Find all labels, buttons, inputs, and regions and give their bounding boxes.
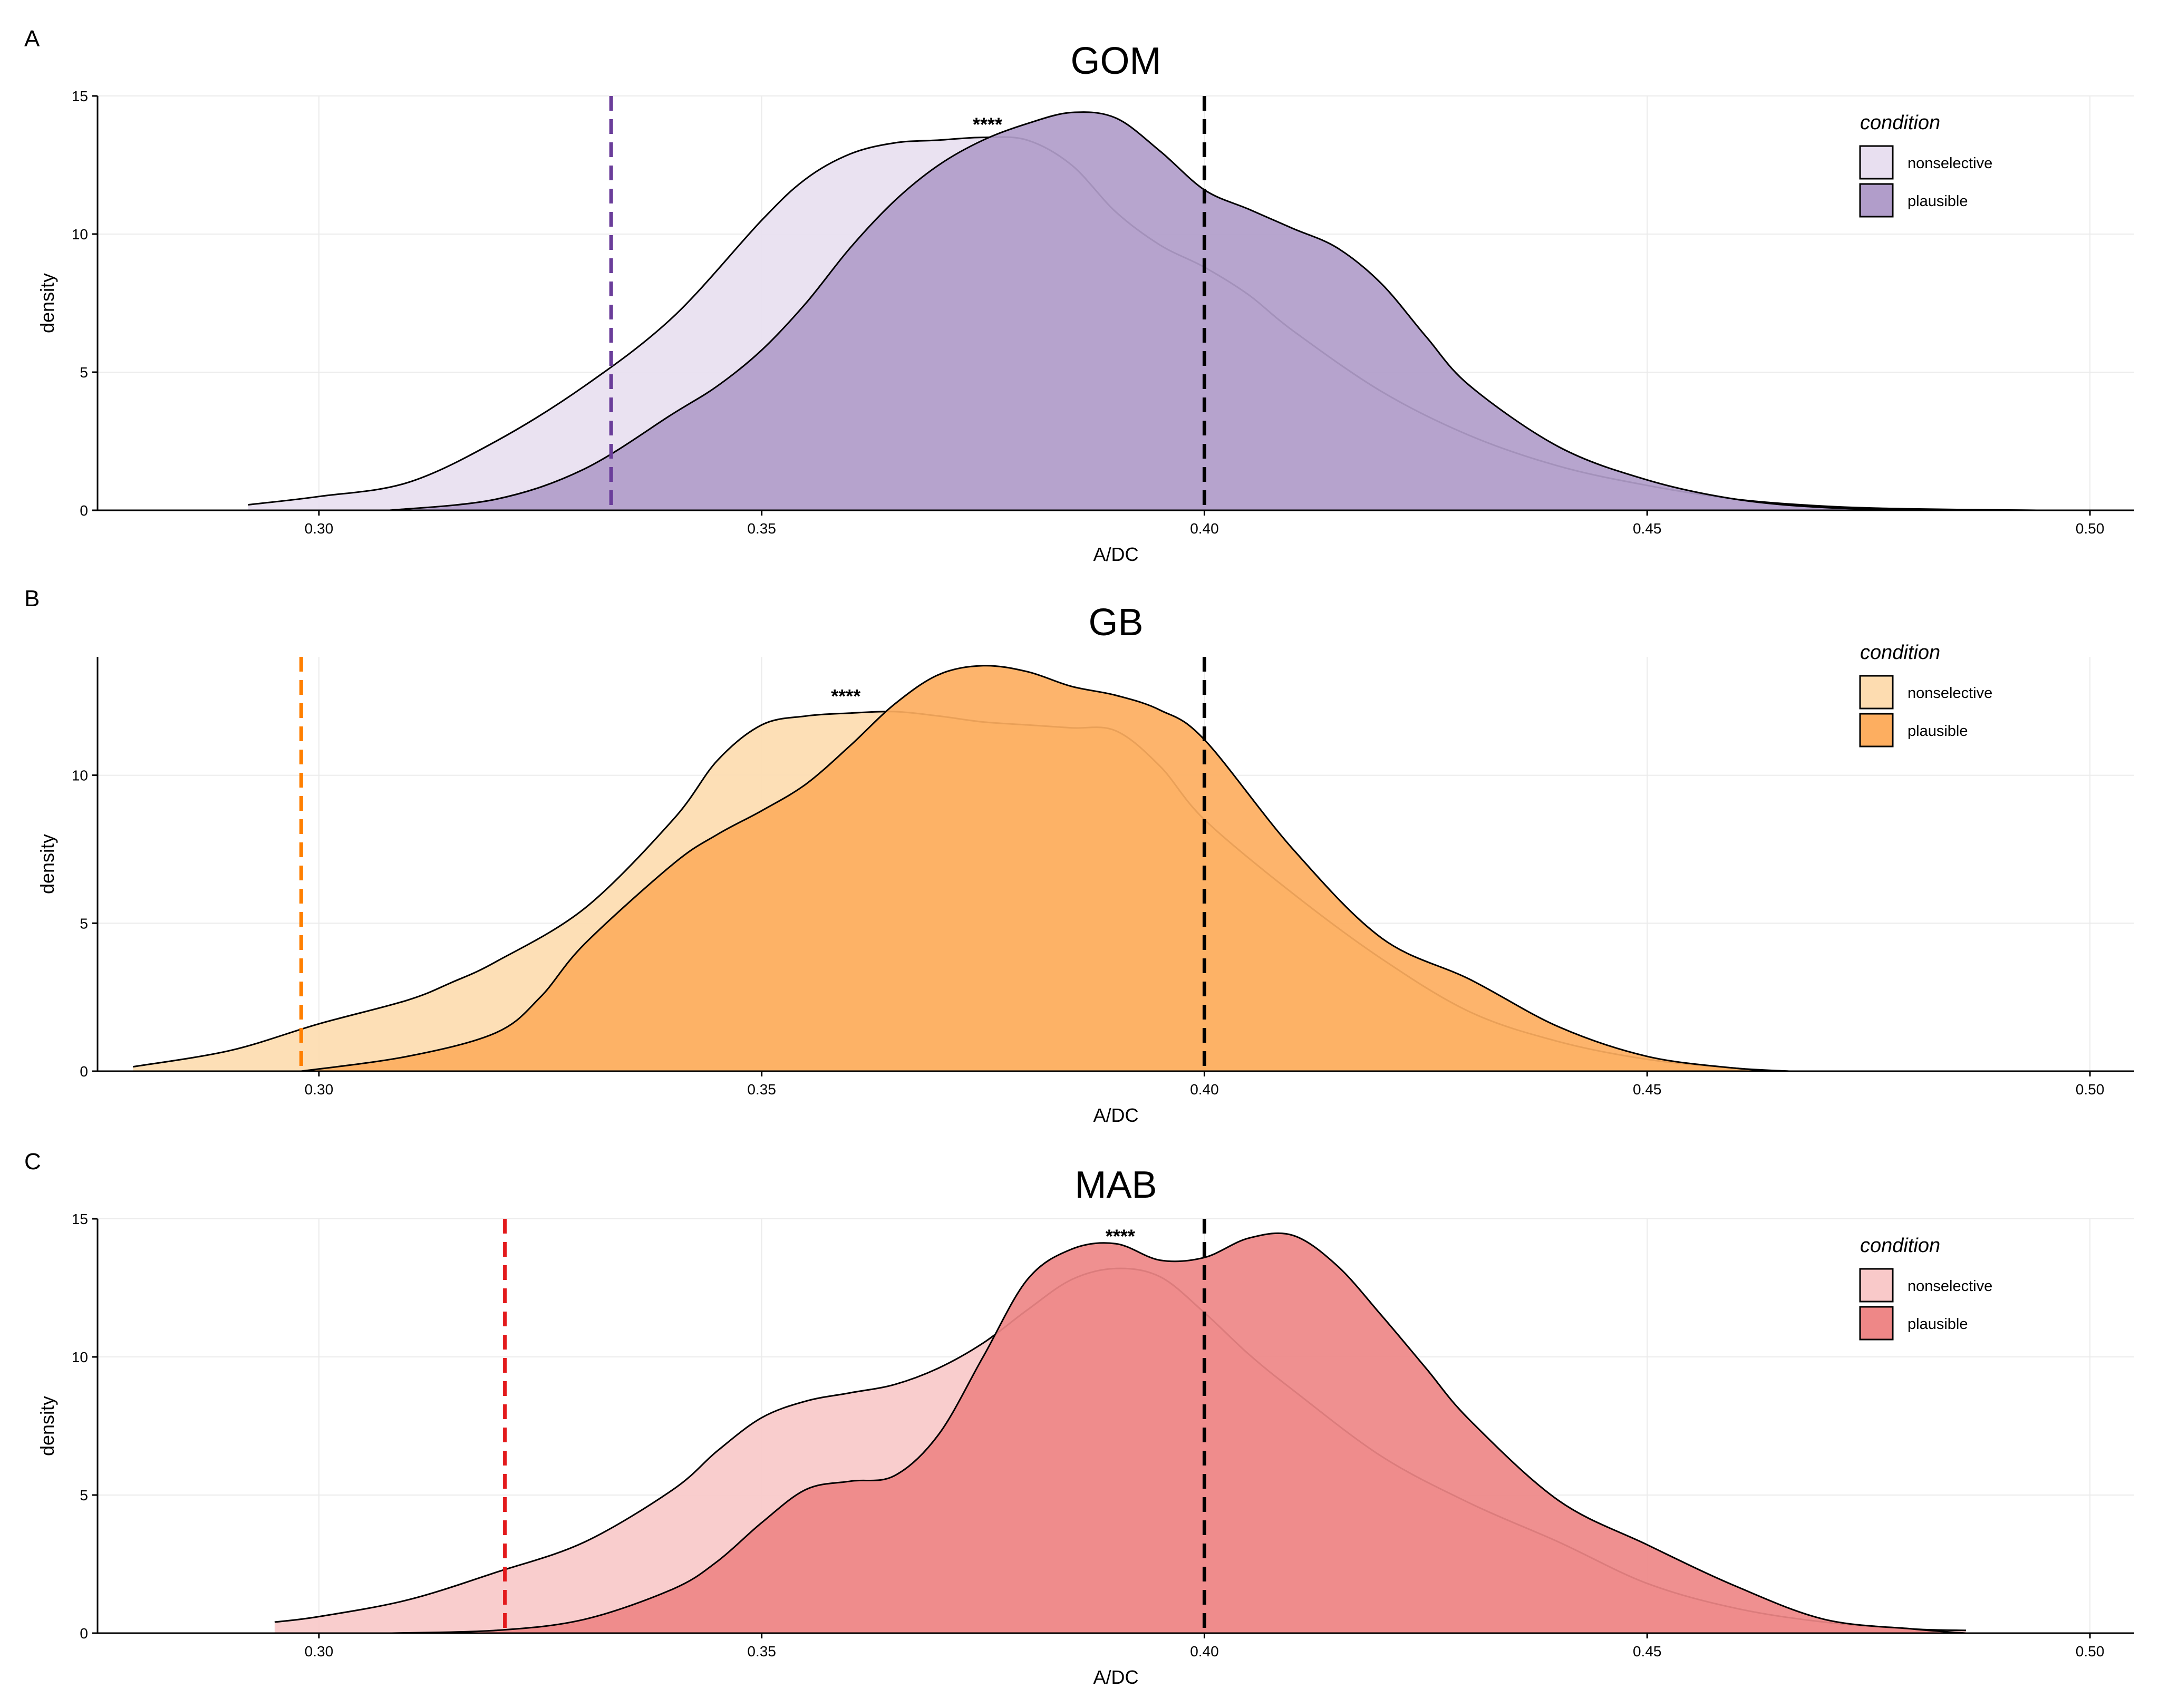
y-tick-label: 5 <box>80 915 88 931</box>
panel-a: 0.30 0.35 0.40 0.45 0.50 0 5 10 15 A/DC density A GO… <box>24 26 2134 565</box>
x-tick-label: 0.50 <box>2076 520 2105 537</box>
y-tick-label: 15 <box>72 1211 88 1227</box>
legend: condition nonselective plausible <box>1859 642 1992 748</box>
density-area-plausible <box>301 665 1789 1071</box>
y-tick-label: 15 <box>72 88 88 104</box>
x-tick-label: 0.40 <box>1190 1081 1219 1098</box>
y-axis-title: density <box>36 273 58 333</box>
panel-title: GB <box>1088 601 1143 644</box>
panel-title: MAB <box>1074 1164 1157 1206</box>
x-tick-label: 0.30 <box>305 1643 334 1660</box>
x-tick-label: 0.45 <box>1633 1643 1662 1660</box>
panel-letter: B <box>24 586 40 612</box>
x-tick-label: 0.35 <box>747 1081 776 1098</box>
x-tick-label: 0.30 <box>305 520 334 537</box>
legend-title: condition <box>1860 112 1940 134</box>
x-tick-label: 0.45 <box>1633 520 1662 537</box>
y-tick-label: 5 <box>80 364 88 381</box>
y-tick-label: 0 <box>80 1063 88 1080</box>
legend-key-plausible <box>1859 183 1894 218</box>
x-tick-label: 0.35 <box>747 1643 776 1660</box>
legend-key-nonselective <box>1859 145 1894 180</box>
x-tick-label: 0.30 <box>305 1081 334 1098</box>
density-line-plausible <box>301 665 1789 1072</box>
legend: condition nonselective plausible <box>1859 112 1992 218</box>
legend-label-nonselective: nonselective <box>1908 685 1992 702</box>
x-tick-label: 0.50 <box>2076 1081 2105 1098</box>
y-tick-label: 10 <box>72 768 88 784</box>
x-axis-title: A/DC <box>1093 544 1138 565</box>
legend-label-nonselective: nonselective <box>1908 1278 1992 1295</box>
y-tick-label: 5 <box>80 1487 88 1503</box>
x-axis-title: A/DC <box>1093 1104 1138 1126</box>
density-line-plausible <box>390 1232 1967 1634</box>
legend-label-plausible: plausible <box>1908 193 1968 210</box>
y-tick-label: 10 <box>72 226 88 242</box>
legend-label-plausible: plausible <box>1908 1316 1968 1333</box>
x-tick-label: 0.50 <box>2076 1643 2105 1660</box>
density-line-plausible <box>390 111 2037 511</box>
legend-key-nonselective <box>1859 675 1894 710</box>
legend-label-nonselective: nonselective <box>1908 155 1992 172</box>
legend-title: condition <box>1860 642 1940 664</box>
legend-title: condition <box>1860 1235 1940 1257</box>
y-axis-title: density <box>36 1396 58 1456</box>
legend-key-plausible <box>1859 713 1894 748</box>
significance-annotation: **** <box>831 685 860 707</box>
x-tick-label: 0.40 <box>1190 520 1219 537</box>
legend: condition nonselective plausible <box>1859 1235 1992 1341</box>
panel-c: 0.30 0.35 0.40 0.45 0.50 0 5 10 15 A/DC density C MA… <box>24 1149 2134 1688</box>
panel-title: GOM <box>1071 40 1161 82</box>
panel-b: 0.30 0.35 0.40 0.45 0.50 0 5 10 A/DC density B GB **… <box>24 586 2134 1126</box>
x-tick-label: 0.40 <box>1190 1643 1219 1660</box>
y-tick-label: 0 <box>80 502 88 519</box>
y-tick-label: 0 <box>80 1625 88 1642</box>
legend-key-plausible <box>1859 1306 1894 1341</box>
x-tick-label: 0.35 <box>747 520 776 537</box>
legend-key-nonselective <box>1859 1268 1894 1303</box>
density-area-plausible <box>390 112 2037 510</box>
significance-annotation: **** <box>1106 1225 1135 1247</box>
significance-annotation: **** <box>973 113 1002 135</box>
panel-letter: A <box>24 26 40 52</box>
y-tick-label: 10 <box>72 1349 88 1365</box>
x-tick-label: 0.45 <box>1633 1081 1662 1098</box>
panel-letter: C <box>24 1149 41 1175</box>
density-area-plausible <box>390 1233 1966 1633</box>
y-axis-title: density <box>36 834 58 894</box>
legend-label-plausible: plausible <box>1908 723 1968 740</box>
x-axis-title: A/DC <box>1093 1666 1138 1688</box>
